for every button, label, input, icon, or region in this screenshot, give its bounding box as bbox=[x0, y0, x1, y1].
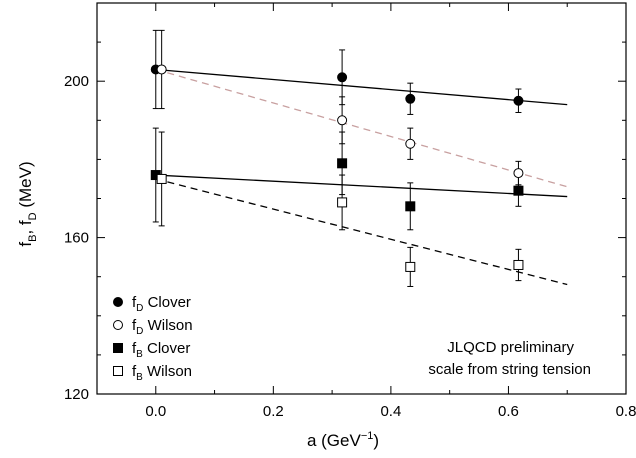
data-point bbox=[156, 64, 167, 75]
annotation-line-2: scale from string tension bbox=[428, 361, 591, 378]
data-point bbox=[337, 115, 348, 126]
data-point bbox=[513, 168, 524, 179]
legend-marker bbox=[113, 297, 123, 307]
x-tick-label: 0.2 bbox=[263, 403, 284, 420]
data-point bbox=[513, 259, 524, 270]
legend-label: fD Clover bbox=[132, 294, 191, 314]
data-point bbox=[337, 158, 348, 169]
x-tick-label: 0.0 bbox=[145, 403, 166, 420]
data-point bbox=[405, 138, 416, 149]
legend: fD Clover fD Wilson fB Clover fB Wilson bbox=[113, 294, 193, 383]
data-point bbox=[337, 197, 348, 208]
data-point bbox=[513, 95, 524, 106]
y-axis-label: fB, fD (MeV) bbox=[16, 161, 39, 246]
legend-marker bbox=[113, 366, 123, 376]
y-tick-label: 160 bbox=[64, 230, 89, 247]
plot-area-border bbox=[96, 2, 627, 395]
fit-lines bbox=[155, 68, 568, 286]
data-points bbox=[150, 29, 524, 287]
x-tick-label: 0.4 bbox=[380, 403, 401, 420]
legend-label: fB Wilson bbox=[132, 363, 192, 383]
data-point bbox=[513, 185, 524, 196]
legend-label: fD Wilson bbox=[132, 317, 193, 337]
x-tick-label: 0.8 bbox=[616, 403, 636, 420]
data-point bbox=[405, 93, 416, 104]
y-tick-label: 120 bbox=[64, 386, 89, 403]
fit-line bbox=[155, 178, 568, 286]
fit-line bbox=[155, 68, 568, 106]
x-tick-label: 0.6 bbox=[498, 403, 519, 420]
x-axis-label: a (GeV−1) bbox=[307, 430, 379, 450]
data-point bbox=[405, 261, 416, 272]
legend-label: fB Clover bbox=[132, 340, 190, 360]
y-tick-label: 200 bbox=[64, 73, 89, 90]
data-point bbox=[337, 72, 348, 83]
data-point bbox=[156, 173, 167, 184]
annotation-line-1: JLQCD preliminary bbox=[447, 339, 574, 356]
axis-ticks: 0.0 0.2 0.4 0.6 0.8 120 160 200 bbox=[64, 3, 636, 420]
legend-marker bbox=[113, 320, 123, 330]
plot-frame bbox=[96, 2, 627, 395]
legend-marker bbox=[113, 343, 123, 353]
data-point bbox=[405, 201, 416, 212]
fit-line bbox=[155, 174, 568, 198]
